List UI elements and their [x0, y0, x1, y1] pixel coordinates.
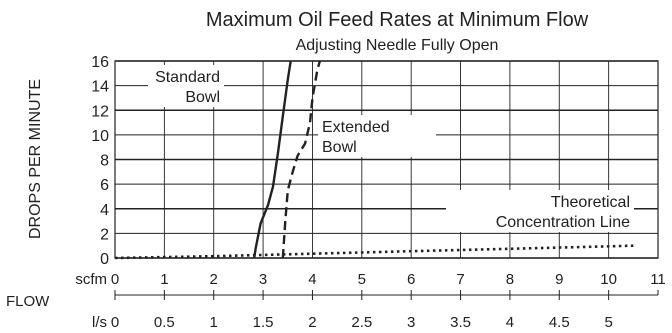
x-scfm-tick-label: 10 — [600, 271, 617, 288]
y-tick-label: 4 — [100, 202, 109, 219]
series-label-2: Theoretical Concentration Line — [446, 190, 634, 232]
series-label-bg — [148, 65, 224, 107]
x-scfm-tick-label: 8 — [506, 271, 514, 288]
series-label-text: Standard — [155, 69, 220, 86]
y-tick-label: 6 — [100, 177, 109, 194]
x-scfm-tick-label: 3 — [259, 271, 267, 288]
x-scfm-tick-label: 4 — [308, 271, 316, 288]
x-ls-tick-label: 4 — [506, 314, 514, 331]
x-scfm-tick-label: 6 — [407, 271, 415, 288]
series-label-text: Concentration Line — [496, 214, 630, 231]
y-tick-label: 8 — [100, 153, 109, 170]
y-tick-label: 2 — [100, 226, 109, 243]
ls-unit-label: l/s — [92, 314, 107, 331]
series-label-bg — [318, 115, 436, 157]
x-scfm-tick-label: 9 — [555, 271, 563, 288]
x-ls-tick-label: 2.5 — [351, 314, 372, 331]
x-scfm-tick-label: 0 — [111, 271, 119, 288]
x-axis-label: FLOW — [6, 293, 50, 310]
series-label-0: Standard Bowl — [148, 65, 224, 107]
y-tick-label: 16 — [91, 54, 109, 71]
series-labels: Standard Bowl Extended Bowl Theoretical Conce… — [148, 65, 634, 232]
chart-subtitle: Adjusting Needle Fully Open — [296, 37, 499, 54]
x-ls-tick-label: 2 — [308, 314, 316, 331]
x-ls-tick-label: 1.5 — [253, 314, 274, 331]
y-tick-label: 12 — [91, 103, 109, 120]
x-ls-tick-label: 4.5 — [549, 314, 570, 331]
series-line-2 — [114, 244, 634, 260]
series-label-text: Bowl — [322, 139, 357, 156]
series-line-0 — [253, 60, 292, 259]
series-lines — [114, 60, 634, 260]
x-scfm-tick-label: 1 — [160, 271, 168, 288]
x-ls-tick-label: 5 — [604, 314, 612, 331]
chart-title: Maximum Oil Feed Rates at Minimum Flow — [206, 9, 589, 31]
x-ls-tick-label: 3.5 — [450, 314, 471, 331]
x-scfm-tick-label: 7 — [456, 271, 464, 288]
y-tick-label: 14 — [91, 79, 109, 96]
y-axis-label: DROPS PER MINUTE — [27, 79, 44, 239]
series-label-1: Extended Bowl — [318, 115, 436, 157]
series-label-bg — [446, 190, 634, 232]
y-tick-label: 0 — [100, 251, 109, 268]
x-ls-tick-label: 1 — [210, 314, 218, 331]
x-ls-tick-label: 3 — [407, 314, 415, 331]
y-tick-label: 10 — [91, 128, 109, 145]
scfm-unit-label: scfm — [75, 271, 107, 288]
x-ls-tick-label: 0.5 — [154, 314, 175, 331]
series-label-text: Extended — [322, 119, 390, 136]
axes — [114, 60, 659, 300]
series-label-text: Bowl — [185, 89, 220, 106]
x-ls-tick-label: 0 — [111, 314, 119, 331]
x-scfm-tick-label: 2 — [210, 271, 218, 288]
x-scfm-tick-label: 11 — [650, 271, 666, 288]
x-scfm-tick-label: 5 — [358, 271, 366, 288]
plot-frame — [114, 60, 659, 259]
series-label-text: Theoretical — [551, 194, 630, 211]
